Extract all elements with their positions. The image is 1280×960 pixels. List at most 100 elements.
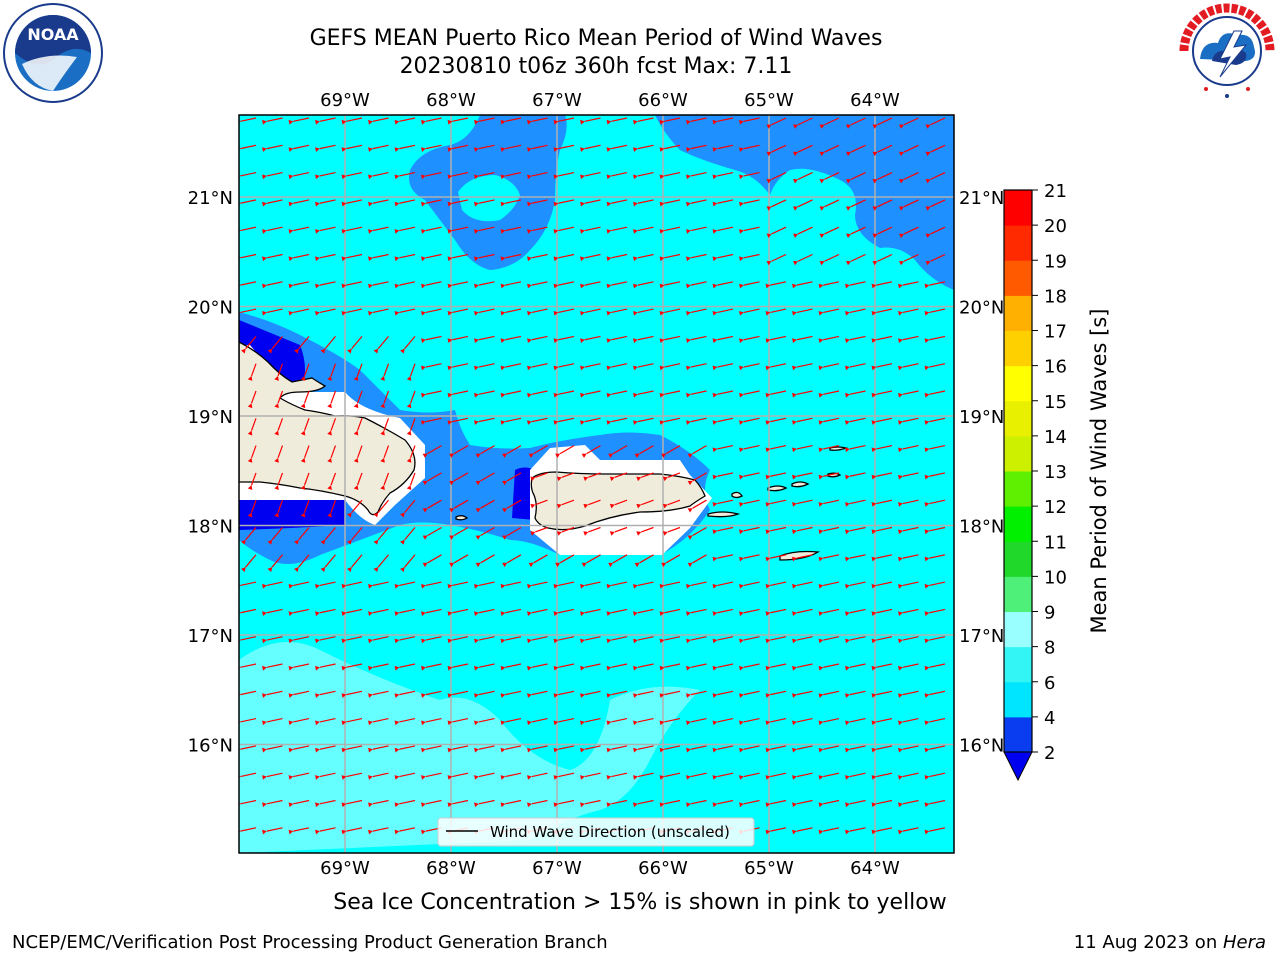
arrow-head (633, 147, 638, 152)
arrow-head (262, 201, 267, 207)
longitude-label: 64°W (850, 858, 900, 879)
wind-wave-arrow (425, 199, 442, 204)
wind-wave-arrow (876, 636, 893, 641)
arrow-head (686, 310, 691, 316)
arrow-head (924, 556, 930, 562)
wind-wave-arrow (319, 117, 336, 122)
wind-wave-arrow (637, 172, 654, 177)
arrow-head (394, 802, 400, 808)
wind-wave-arrow (930, 226, 946, 235)
wind-wave-arrow (796, 499, 813, 505)
wind-wave-arrow (796, 663, 813, 668)
arrow-head (633, 693, 638, 698)
arrow-head (871, 720, 877, 726)
arrow-head (686, 775, 691, 780)
arrow-head (421, 775, 426, 780)
arrow-head (447, 420, 453, 425)
wind-wave-arrow (427, 554, 442, 564)
wind-wave-arrow (717, 199, 734, 204)
wind-wave-arrow (796, 799, 813, 805)
wind-wave-arrow (404, 554, 416, 568)
arrow-head (872, 151, 878, 157)
wind-wave-arrow (425, 581, 442, 587)
wind-wave-arrow (404, 336, 416, 350)
wind-wave-arrow (303, 363, 310, 377)
wind-wave-arrow (902, 718, 919, 723)
arrow-head (553, 310, 559, 316)
wind-wave-arrow (505, 226, 522, 232)
wind-wave-arrow (277, 418, 284, 431)
arrow-head (792, 529, 797, 535)
arrow-head (288, 229, 294, 234)
nws-logo (1179, 3, 1275, 99)
arrow-head (871, 829, 877, 835)
arrow-head (633, 119, 638, 125)
arrow-head (659, 583, 665, 589)
wind-wave-arrow (558, 718, 575, 723)
arrow-head (527, 611, 532, 616)
wind-wave-arrow (690, 799, 707, 805)
arrow-head (871, 529, 877, 535)
arrow-head (380, 430, 385, 436)
arrow-head (925, 151, 931, 157)
arrow-head (898, 556, 903, 562)
wind-wave-arrow (505, 636, 522, 641)
arrow-head (580, 693, 585, 698)
arrow-head (659, 638, 665, 644)
arrow-head (686, 338, 691, 343)
arrow-head (845, 338, 850, 343)
wind-wave-arrow (849, 308, 866, 314)
arrow-head (341, 229, 347, 234)
wind-wave-arrow (796, 472, 813, 477)
wind-wave-arrow (823, 472, 840, 477)
arrow-head (421, 720, 426, 726)
arrow-head (765, 583, 771, 589)
wind-wave-arrow (876, 417, 893, 423)
wind-wave-arrow (250, 499, 257, 513)
arrow-head (765, 802, 771, 808)
noaa-logo: NOAA (3, 3, 103, 103)
colorbar-tick-label: 4 (1044, 708, 1055, 729)
graticule (239, 115, 954, 853)
wind-wave-arrow (611, 718, 628, 723)
wind-wave-arrow (690, 117, 707, 122)
arrow-head (924, 283, 930, 289)
wind-wave-arrow (823, 827, 840, 832)
arrow-head (712, 556, 718, 562)
wind-wave-arrow (612, 445, 628, 455)
arrow-head (662, 503, 668, 509)
arrow-head (474, 174, 479, 180)
wind-wave-arrow (240, 608, 257, 614)
latitude-label: 16°N (188, 736, 233, 757)
arrow-head (606, 693, 612, 698)
wind-wave-arrow (584, 636, 601, 641)
arrow-head (294, 567, 299, 572)
wind-wave-arrow (452, 253, 469, 259)
wind-wave-arrow (690, 253, 707, 259)
wind-wave-arrow (902, 581, 919, 587)
arrow-head (274, 485, 279, 491)
arrow-head (274, 512, 279, 518)
wind-wave-arrow (372, 308, 389, 314)
arrow-head (315, 665, 320, 671)
arrow-head (899, 179, 904, 184)
latitude-label: 19°N (959, 407, 1004, 428)
arrow-head (347, 512, 352, 518)
wind-wave-arrow (849, 608, 866, 614)
colorbar-tick-label: 20 (1044, 216, 1067, 237)
wind-wave-arrow (505, 363, 522, 368)
arrow-head (553, 147, 559, 152)
ocean-period-4-6 (458, 175, 520, 222)
longitude-label: 69°W (320, 858, 370, 879)
latitude-label: 20°N (959, 298, 1004, 319)
arrow-head (341, 256, 347, 262)
arrow-head (527, 392, 532, 398)
wind-wave-arrow (717, 745, 734, 750)
arrow-head (580, 802, 585, 808)
arrow-head (872, 179, 878, 184)
arrow-head (659, 256, 665, 262)
arrow-head (793, 206, 798, 211)
arrow-head (845, 420, 850, 425)
arrow-head (530, 476, 536, 482)
wind-wave-arrow (303, 390, 310, 404)
